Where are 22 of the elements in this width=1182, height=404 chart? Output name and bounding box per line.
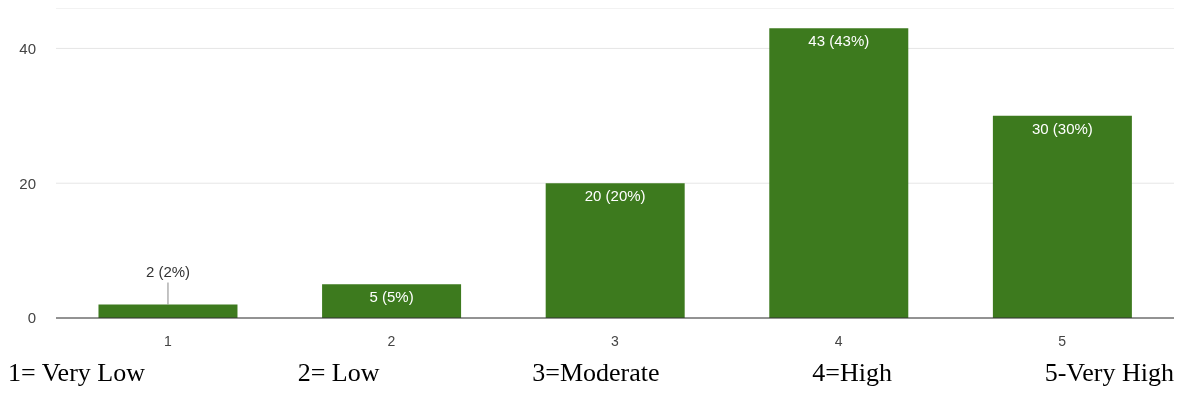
data-label: 20 (20%) [584, 187, 646, 205]
bar [545, 183, 685, 318]
data-label: 5 (5%) [369, 288, 414, 306]
text: 4=High [812, 358, 892, 388]
x-tick-label: 3 [611, 332, 620, 349]
y-tick-label: 20 [19, 174, 36, 192]
x-tick-label: 5 [1058, 332, 1067, 349]
data-label: 2 (2%) [145, 262, 191, 280]
x-tick-label: 2 [387, 332, 396, 349]
x-tick-label: 4 [834, 332, 843, 349]
data-label: 43 (43%) [808, 32, 870, 50]
text: 2= Low [297, 358, 380, 388]
text: 3=Moderate [532, 358, 660, 388]
x-tick-label: 1 [163, 332, 172, 349]
bar [769, 28, 909, 318]
y-tick-label: 0 [27, 309, 36, 327]
bar [992, 115, 1132, 318]
text: 1= Very Low [8, 358, 145, 388]
data-label: 30 (30%) [1031, 119, 1093, 137]
y-tick-label: 40 [19, 39, 36, 57]
text: 5-Very High [1044, 358, 1174, 388]
bar [322, 284, 462, 318]
